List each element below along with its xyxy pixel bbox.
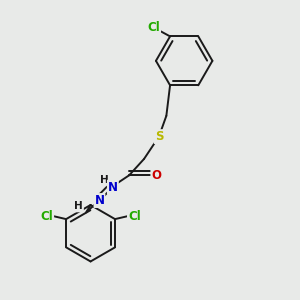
Text: N: N	[94, 194, 104, 207]
Text: H: H	[74, 202, 83, 212]
Text: Cl: Cl	[128, 210, 141, 223]
Text: Cl: Cl	[40, 210, 53, 223]
Text: O: O	[152, 169, 161, 182]
Text: H: H	[100, 175, 108, 185]
Text: Cl: Cl	[147, 21, 160, 34]
Text: S: S	[155, 130, 163, 143]
Text: N: N	[108, 181, 118, 194]
